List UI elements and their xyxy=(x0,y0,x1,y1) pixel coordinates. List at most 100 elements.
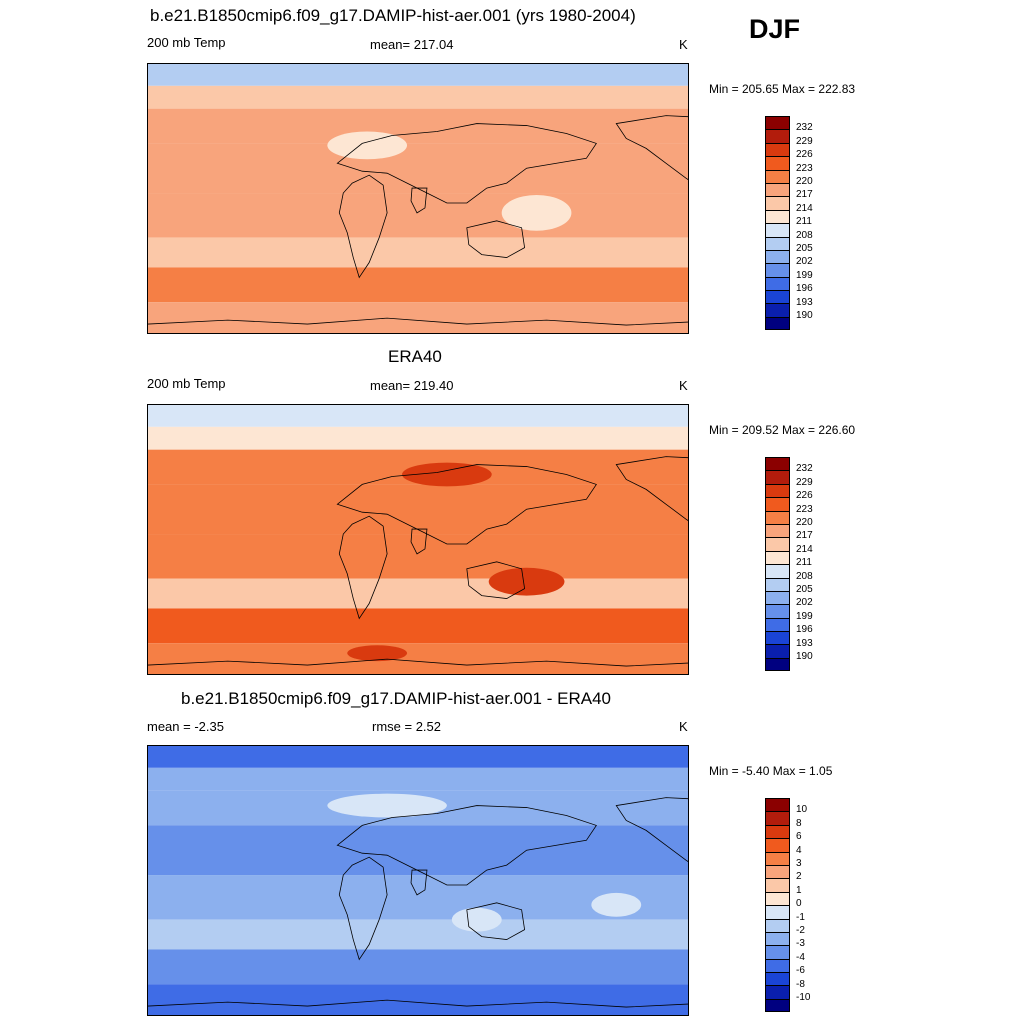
colorbar-tick-label: -4 xyxy=(796,951,805,963)
map-contour-band xyxy=(148,267,688,303)
coastline xyxy=(410,187,428,214)
colorbar-tick-label: 196 xyxy=(796,624,813,636)
colorbar-tick-label: -10 xyxy=(796,992,811,1003)
map-contour-band xyxy=(148,825,688,876)
coastline xyxy=(338,856,388,961)
coastline xyxy=(148,658,688,667)
colorbar-tick-label: 217 xyxy=(796,530,813,542)
panel-2-map xyxy=(147,404,689,675)
colorbar-swatch xyxy=(765,457,790,471)
colorbar-swatch xyxy=(765,249,790,264)
colorbar-tick-label: 226 xyxy=(796,490,813,502)
map-contour-region xyxy=(327,131,408,160)
coastline xyxy=(615,797,688,862)
panel-3-title: b.e21.B1850cmip6.f09_g17.DAMIP-hist-aer.… xyxy=(181,689,611,708)
colorbar-swatch xyxy=(765,657,790,672)
panel-2-title: ERA40 xyxy=(388,347,442,366)
colorbar-tick-label: 196 xyxy=(796,283,813,295)
map-contour-band xyxy=(148,426,688,450)
colorbar-tick-label: 4 xyxy=(796,844,802,856)
colorbar-swatch xyxy=(765,590,790,605)
map-contour-band xyxy=(148,108,688,144)
colorbar-tick-label: 193 xyxy=(796,637,813,649)
colorbar-swatch xyxy=(765,617,790,632)
panel-1-units: K xyxy=(679,37,688,52)
colorbar-tick-label: 220 xyxy=(796,517,813,528)
map-contour-region xyxy=(347,645,408,662)
season-label: DJF xyxy=(749,14,801,44)
panel-3-rmse-label: rmse = 2.52 xyxy=(372,719,442,734)
panel-3-units: K xyxy=(679,719,688,734)
panel-3-colorbar xyxy=(765,798,790,1013)
colorbar-swatch xyxy=(765,263,790,277)
panel-1-variable-label: 200 mb Temp xyxy=(147,35,226,50)
coastline xyxy=(336,123,597,204)
map-contour-band xyxy=(148,949,688,985)
colorbar-tick-label: 199 xyxy=(796,269,813,281)
colorbar-tick-label: 223 xyxy=(796,503,813,515)
colorbar-swatch xyxy=(765,523,790,538)
colorbar-swatch xyxy=(765,223,790,237)
colorbar-swatch xyxy=(765,290,790,304)
colorbar-swatch xyxy=(765,998,790,1013)
coastline xyxy=(148,999,688,1008)
map-contour-region xyxy=(488,567,565,596)
panel-2-units: K xyxy=(679,378,688,393)
colorbar-swatch xyxy=(765,470,790,484)
colorbar-swatch xyxy=(765,918,790,932)
map-contour-region xyxy=(327,793,447,818)
coastline xyxy=(336,805,597,886)
colorbar-tick-label: 214 xyxy=(796,543,813,555)
coastline xyxy=(148,317,688,326)
colorbar-swatch xyxy=(765,316,790,331)
colorbar-tick-label: 208 xyxy=(796,229,813,241)
panel-1-map xyxy=(147,63,689,334)
colorbar-tick-label: 193 xyxy=(796,296,813,308)
colorbar-tick-label: 229 xyxy=(796,476,813,488)
colorbar-swatch xyxy=(765,811,790,825)
coastline xyxy=(410,528,428,555)
colorbar-swatch xyxy=(765,864,790,879)
coastline xyxy=(336,464,597,545)
colorbar-swatch xyxy=(765,824,790,839)
map-contour-band xyxy=(148,578,688,609)
colorbar-swatch xyxy=(765,510,790,524)
colorbar-tick-label: 232 xyxy=(796,463,813,475)
coastline xyxy=(615,456,688,521)
colorbar-tick-label: 232 xyxy=(796,122,813,134)
panel-3-mean-label: mean = -2.35 xyxy=(147,719,224,734)
colorbar-swatch xyxy=(765,644,790,658)
colorbar-swatch xyxy=(765,156,790,170)
map-contour-band xyxy=(148,302,688,333)
colorbar-tick-label: 202 xyxy=(796,256,813,268)
map-contour-band xyxy=(148,193,688,238)
map-contour-band xyxy=(148,85,688,109)
map-contour-band xyxy=(148,767,688,791)
colorbar-swatch xyxy=(765,604,790,618)
colorbar-swatch xyxy=(765,972,790,986)
colorbar-tick-label: -8 xyxy=(796,978,805,990)
coastline xyxy=(338,174,388,279)
colorbar-tick-label: 208 xyxy=(796,570,813,582)
colorbar-tick-label: 223 xyxy=(796,162,813,174)
colorbar-tick-label: 6 xyxy=(796,831,802,843)
colorbar-swatch xyxy=(765,483,790,498)
colorbar-tick-label: 202 xyxy=(796,597,813,609)
map-contour-region xyxy=(501,195,572,231)
coastline xyxy=(338,515,388,620)
colorbar-tick-label: -2 xyxy=(796,925,805,936)
map-contour-band xyxy=(148,484,688,535)
panel-1-colorbar xyxy=(765,116,790,331)
coastline xyxy=(410,869,428,896)
map-contour-band xyxy=(148,143,688,194)
colorbar-swatch xyxy=(765,891,790,906)
colorbar-tick-label: 211 xyxy=(796,557,812,569)
map-contour-band xyxy=(148,746,688,768)
colorbar-tick-label: 217 xyxy=(796,189,813,201)
map-contour-region xyxy=(402,462,492,487)
colorbar-swatch xyxy=(765,116,790,130)
colorbar-swatch xyxy=(765,537,790,551)
colorbar-tick-label: 190 xyxy=(796,310,813,321)
colorbar-swatch xyxy=(765,303,790,317)
colorbar-swatch xyxy=(765,550,790,565)
